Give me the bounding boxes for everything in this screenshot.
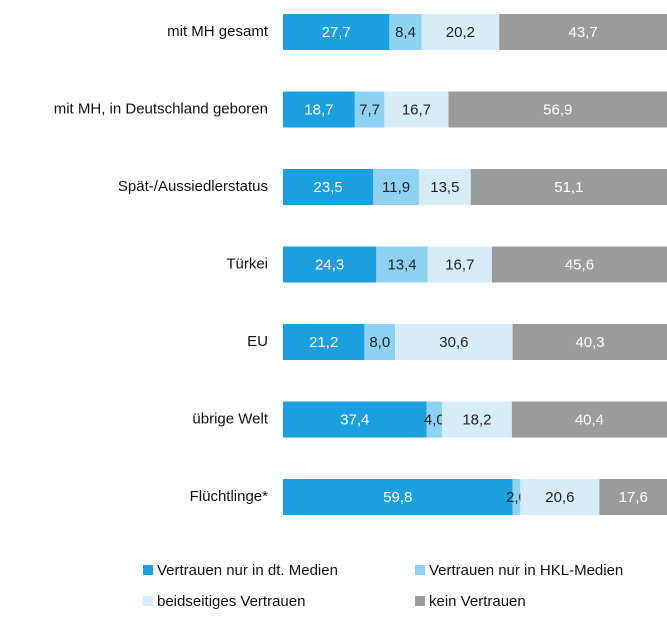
bar-segment <box>511 401 667 438</box>
bar-segment <box>283 169 374 205</box>
bar-segment <box>395 324 513 360</box>
bar-segment <box>512 479 521 515</box>
bar-segment <box>373 169 419 205</box>
data-label: 8,0 <box>369 334 390 351</box>
data-label: 18,2 <box>462 411 491 428</box>
data-label: 30,6 <box>439 334 468 351</box>
bar-segment <box>441 401 512 438</box>
data-label: 56,9 <box>543 101 572 118</box>
bar-segment <box>512 324 667 360</box>
legend-label: kein Vertrauen <box>429 593 526 610</box>
legend-label: Vertrauen nur in dt. Medien <box>157 562 338 579</box>
category-label: mit MH, in Deutschland geboren <box>54 100 268 117</box>
legend-label: beidseitiges Vertrauen <box>157 593 305 610</box>
data-label: 20,6 <box>545 489 574 506</box>
data-label: 40,3 <box>575 334 604 351</box>
data-label: 40,4 <box>575 411 604 428</box>
legend-swatch <box>143 565 153 575</box>
bar-segment <box>499 14 667 50</box>
legend-swatch <box>415 565 425 575</box>
bar-segment <box>520 479 600 515</box>
bar-segment <box>384 91 449 128</box>
legend-swatch <box>415 596 425 606</box>
category-label: mit MH gesamt <box>167 23 269 40</box>
bar-segment <box>283 14 390 50</box>
data-label: 7,7 <box>359 101 380 118</box>
bar-segment <box>426 401 442 438</box>
bar-segment <box>283 91 355 128</box>
bar-segment <box>389 14 422 50</box>
bar-segment <box>418 169 471 205</box>
data-label: 51,1 <box>554 179 583 196</box>
bar-segment <box>427 246 492 283</box>
data-label: 13,5 <box>430 179 459 196</box>
data-label: 16,7 <box>402 101 431 118</box>
data-label: 43,7 <box>568 24 597 41</box>
category-label: Türkei <box>226 255 268 272</box>
bar-segment <box>283 324 365 360</box>
bar-segment <box>491 246 667 283</box>
bar-segment <box>283 479 513 515</box>
bar-segment <box>364 324 396 360</box>
legend-swatch <box>143 596 153 606</box>
bar-segment <box>354 91 385 128</box>
data-label: 11,9 <box>382 179 410 196</box>
data-label: 13,4 <box>387 256 416 273</box>
data-label: 45,6 <box>565 256 594 273</box>
data-label: 4,0 <box>424 411 445 428</box>
bar-segment <box>376 246 428 283</box>
data-label: 16,7 <box>445 256 474 273</box>
bar-segment <box>283 246 377 283</box>
data-label: 24,3 <box>315 256 344 273</box>
bar-segment <box>421 14 500 50</box>
bar-segment <box>448 91 667 128</box>
data-label: 27,7 <box>322 24 351 41</box>
category-label: EU <box>247 333 268 350</box>
data-label: 8,4 <box>395 24 416 41</box>
bar-segment <box>599 479 667 515</box>
legend-label: Vertrauen nur in HKL-Medien <box>429 562 623 579</box>
data-label: 23,5 <box>314 179 343 196</box>
category-label: Spät-/Aussiedlerstatus <box>118 178 268 195</box>
bar-segment <box>470 169 667 205</box>
bar-segment <box>283 401 427 438</box>
category-label: Flüchtlinge* <box>190 488 269 505</box>
data-label: 37,4 <box>340 411 369 428</box>
data-label: 18,7 <box>304 101 333 118</box>
data-label: 59,8 <box>383 489 412 506</box>
data-label: 20,2 <box>446 24 475 41</box>
data-label: 17,6 <box>619 489 648 506</box>
data-label: 21,2 <box>309 334 338 351</box>
category-label: übrige Welt <box>192 410 268 427</box>
